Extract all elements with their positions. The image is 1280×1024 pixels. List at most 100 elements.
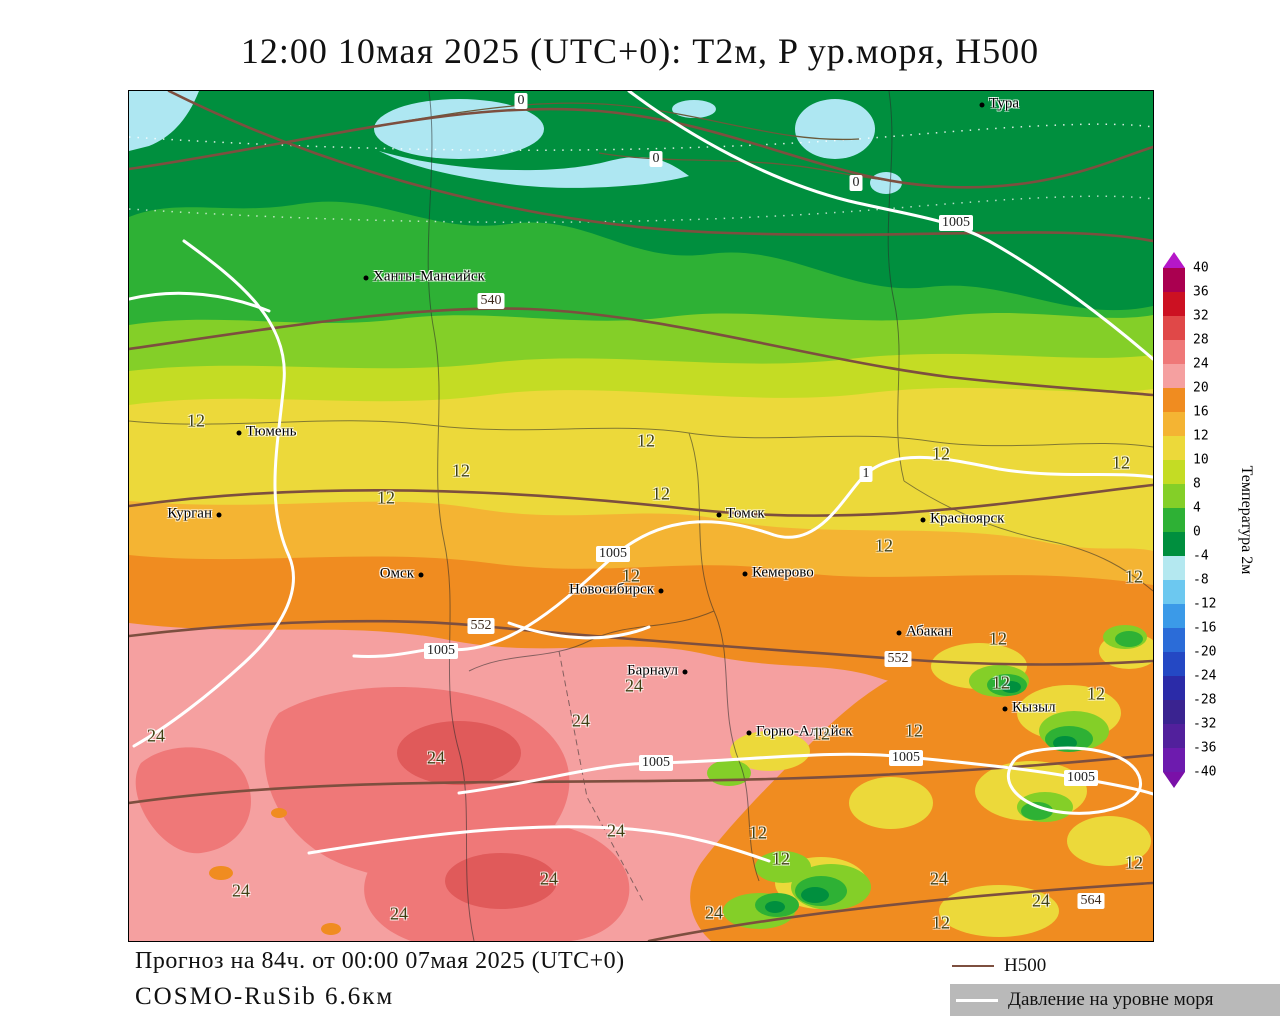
isoline-label-zero: 0 — [649, 151, 663, 167]
temperature-value-label: 12 — [812, 723, 830, 744]
isoline-label-pressure: 1005 — [1064, 770, 1098, 786]
colorbar-cell — [1163, 748, 1185, 772]
isoline-label-pressure: 1 — [859, 466, 873, 482]
colorbar-arrow-bottom-icon — [1163, 772, 1185, 788]
temperature-value-label: 24 — [572, 710, 590, 731]
colorbar-cell — [1163, 580, 1185, 604]
city-label: Горно-Алтайск — [756, 723, 853, 740]
temperature-value-label: 12 — [652, 483, 670, 504]
colorbar-cell — [1163, 508, 1185, 532]
colorbar-cell — [1163, 340, 1185, 364]
colorbar-cell — [1163, 388, 1185, 412]
temperature-value-label: 24 — [625, 675, 643, 696]
isoline-label-pressure: 1005 — [639, 755, 673, 771]
colorbar-tick-label: -40 — [1193, 764, 1217, 780]
city-dot — [742, 571, 748, 577]
colorbar-cell — [1163, 292, 1185, 316]
colorbar-tick-label: -32 — [1193, 716, 1217, 732]
colorbar-tick-label: -24 — [1193, 668, 1217, 684]
city-dot — [682, 669, 688, 675]
colorbar-cell — [1163, 676, 1185, 700]
colorbar-cell — [1163, 556, 1185, 580]
colorbar-tick-label: 24 — [1193, 356, 1209, 372]
h500-line-sample-icon — [952, 965, 994, 967]
colorbar-tick-label: -16 — [1193, 620, 1217, 636]
city-label: Кызыл — [1012, 699, 1056, 716]
pressure-line-sample-icon — [956, 998, 998, 1002]
isoline-label-pressure: 1005 — [889, 750, 923, 766]
isoline-label-pressure: 1005 — [939, 215, 973, 231]
city-dot — [658, 588, 664, 594]
temperature-value-label: 24 — [540, 868, 558, 889]
temperature-value-label: 12 — [875, 535, 893, 556]
pressure-legend-label: Давление на уровне моря — [1008, 989, 1214, 1010]
legend-pressure: Давление на уровне моря — [950, 984, 1280, 1016]
temperature-value-label: 12 — [905, 720, 923, 741]
colorbar-cell — [1163, 364, 1185, 388]
temperature-value-label: 12 — [637, 430, 655, 451]
colorbar-cell — [1163, 628, 1185, 652]
city-label: Ханты-Мансийск — [373, 268, 485, 285]
colorbar-cell — [1163, 604, 1185, 628]
colorbar-cell — [1163, 700, 1185, 724]
colorbar-tick-label: 16 — [1193, 404, 1209, 420]
colorbar-cell — [1163, 268, 1185, 292]
city-label: Новосибирск — [569, 581, 654, 598]
temperature-value-label: 12 — [749, 822, 767, 843]
colorbar-tick-label: -8 — [1193, 572, 1209, 588]
colorbar-tick-label: 10 — [1193, 452, 1209, 468]
city-dot — [363, 275, 369, 281]
city-label: Барнаул — [626, 662, 678, 679]
temperature-value-label: 24 — [705, 902, 723, 923]
city-label: Томск — [726, 505, 765, 522]
city-dot — [236, 430, 242, 436]
city-label: Абакан — [906, 623, 953, 640]
isoline-label-h500: 552 — [884, 651, 912, 667]
temperature-value-label: 12 — [1125, 566, 1143, 587]
isoline-label-zero: 0 — [849, 175, 863, 191]
colorbar-cell — [1163, 484, 1185, 508]
colorbar-tick-label: -36 — [1193, 740, 1217, 756]
colorbar-title: Температура 2м — [1238, 465, 1255, 575]
colorbar-tick-label: 32 — [1193, 308, 1209, 324]
city-label: Кемерово — [752, 564, 814, 581]
temperature-value-label: 12 — [772, 848, 790, 869]
forecast-map: Тура Ханты-Мансийск Тюмень Курган Омск Томск К… — [128, 90, 1154, 942]
temperature-colorbar: 40 36 32 28 24 20 16 12 10 8 4 0 -4 -8 -12 -16 -20 -24 -28… — [1163, 252, 1216, 788]
city-label: Омск — [379, 565, 414, 582]
temperature-value-label: 24 — [1032, 890, 1050, 911]
colorbar-cells — [1163, 268, 1185, 772]
colorbar-cell — [1163, 652, 1185, 676]
temperature-value-label: 24 — [390, 903, 408, 924]
isoline-label-h500: 540 — [477, 293, 505, 309]
colorbar-tick-label: 36 — [1193, 284, 1209, 300]
temperature-value-label: 12 — [187, 410, 205, 431]
temperature-field-svg — [129, 91, 1153, 941]
temperature-value-label: 12 — [622, 565, 640, 586]
city-label: Красноярск — [930, 510, 1005, 527]
colorbar-cell — [1163, 460, 1185, 484]
temperature-value-label: 12 — [932, 912, 950, 933]
colorbar-cell — [1163, 316, 1185, 340]
footer-info: Прогноз на 84ч. от 00:00 07мая 2025 (UTC… — [135, 948, 625, 1011]
city-label: Тура — [989, 95, 1020, 112]
city-dot — [896, 630, 902, 636]
h500-legend-label: H500 — [1004, 955, 1047, 976]
city-dot — [746, 730, 752, 736]
isoline-label-h500: 564 — [1077, 893, 1105, 909]
colorbar-arrow-top-icon — [1163, 252, 1185, 268]
colorbar-tick-label: 8 — [1193, 476, 1201, 492]
colorbar-tick-label: 4 — [1193, 500, 1201, 516]
city-label: Тюмень — [246, 423, 297, 440]
city-dot — [979, 102, 985, 108]
temperature-value-label: 12 — [377, 487, 395, 508]
temperature-value-label: 24 — [930, 868, 948, 889]
city-dot — [1002, 706, 1008, 712]
map-annotations-layer: Тура Ханты-Мансийск Тюмень Курган Омск Томск К… — [129, 91, 1153, 941]
temperature-value-label: 12 — [989, 628, 1007, 649]
temperature-value-label: 12 — [1112, 452, 1130, 473]
colorbar-tick-label: 40 — [1193, 260, 1209, 276]
temperature-value-label: 12 — [1087, 683, 1105, 704]
isoline-label-h500: 552 — [467, 618, 495, 634]
